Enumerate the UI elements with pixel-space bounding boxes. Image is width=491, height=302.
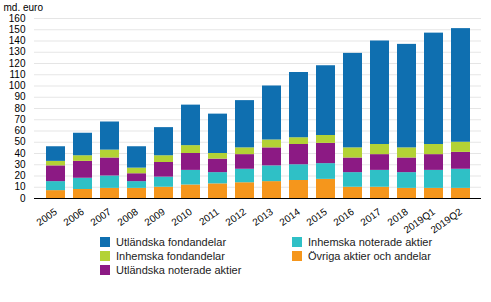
svg-text:2019Q2: 2019Q2: [429, 206, 465, 236]
html-text:Inhemska fondandelar: Inhemska fondandelar: [116, 250, 225, 262]
svg-text:160: 160: [9, 13, 26, 24]
svg-text:2005: 2005: [34, 206, 59, 228]
svg-text:120: 120: [9, 58, 26, 69]
svg-text:2012: 2012: [223, 206, 248, 228]
svg-text:2013: 2013: [250, 206, 275, 228]
svg-text:110: 110: [10, 69, 26, 80]
svg-text:140: 140: [9, 35, 26, 46]
svg-text:80: 80: [14, 103, 26, 114]
svg-text:90: 90: [14, 91, 26, 102]
html-text:Utländska fondandelar: Utländska fondandelar: [116, 236, 227, 248]
svg-text:2015: 2015: [304, 206, 329, 228]
svg-text:2019Q1: 2019Q1: [401, 206, 437, 236]
svg-text:2008: 2008: [115, 206, 140, 228]
svg-text:150: 150: [9, 24, 26, 35]
svg-text:60: 60: [14, 125, 26, 136]
svg-text:10: 10: [14, 181, 26, 192]
svg-text:2010: 2010: [169, 206, 194, 228]
html-text:Utländska noterade aktier: Utländska noterade aktier: [116, 264, 242, 276]
svg-text:40: 40: [14, 148, 26, 159]
svg-text:0: 0: [20, 193, 26, 204]
svg-text:2006: 2006: [61, 206, 86, 228]
svg-text:2009: 2009: [142, 206, 167, 228]
html-text:Övriga aktier och andelar: Övriga aktier och andelar: [308, 250, 431, 262]
svg-text:30: 30: [14, 159, 26, 170]
svg-text:2011: 2011: [197, 206, 221, 228]
svg-text:2017: 2017: [358, 206, 383, 228]
svg-text:50: 50: [14, 136, 26, 147]
svg-text:100: 100: [9, 80, 26, 91]
svg-text:2007: 2007: [88, 206, 113, 228]
svg-text:2014: 2014: [277, 206, 302, 228]
svg-text:20: 20: [14, 170, 26, 181]
svg-text:md. euro: md. euro: [4, 2, 44, 13]
svg-text:130: 130: [9, 46, 26, 57]
svg-text:2016: 2016: [331, 206, 356, 228]
svg-text:2018: 2018: [385, 206, 410, 228]
svg-text:70: 70: [14, 114, 26, 125]
html-text:Inhemska noterade aktier: Inhemska noterade aktier: [308, 236, 433, 248]
